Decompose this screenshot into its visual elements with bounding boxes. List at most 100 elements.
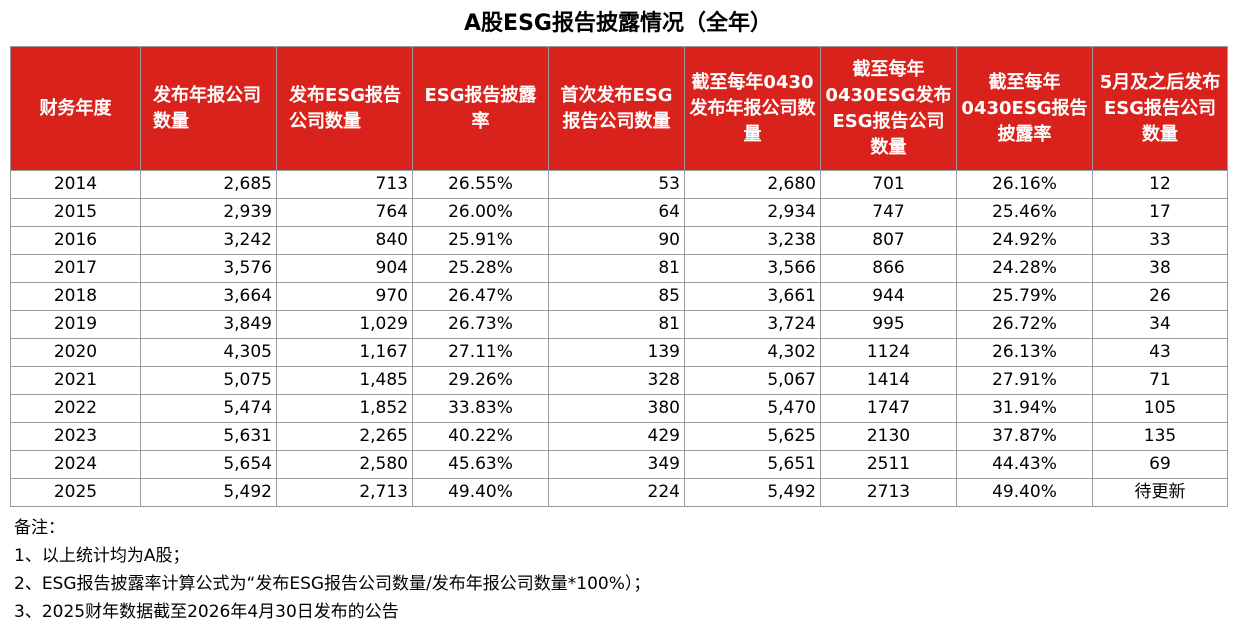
table-row: 2015 2,939 764 26.00% 64 2,934 747 25.46% 17 bbox=[10, 198, 1228, 227]
table-row: 2020 4,305 1,167 27.11% 139 4,302 1124 26.13% 43 bbox=[10, 338, 1228, 367]
cell-first-esg-report-count: 139 bbox=[548, 338, 685, 367]
header-esg-disclosure-rate: ESG报告披露率 bbox=[412, 46, 549, 171]
note-item: 1、以上统计均为A股； bbox=[14, 546, 190, 566]
cell-fiscal-year: 2024 bbox=[10, 450, 141, 479]
cell-late-esg-report-count: 135 bbox=[1092, 422, 1228, 451]
cell-esg-report-count: 713 bbox=[276, 170, 413, 199]
cell-esg-report-by-0430: 944 bbox=[820, 282, 957, 311]
cell-esg-report-count: 840 bbox=[276, 226, 413, 255]
cell-first-esg-report-count: 224 bbox=[548, 478, 685, 507]
cell-esg-report-count: 1,485 bbox=[276, 366, 413, 395]
cell-esg-report-count: 970 bbox=[276, 282, 413, 311]
page-title: A股ESG报告披露情况（全年） bbox=[464, 11, 772, 36]
cell-fiscal-year: 2016 bbox=[10, 226, 141, 255]
cell-annual-report-count: 2,685 bbox=[140, 170, 277, 199]
cell-first-esg-report-count: 90 bbox=[548, 226, 685, 255]
header-esg-report-count: 发布ESG报告公司数量 bbox=[276, 46, 413, 171]
cell-annual-report-count: 5,654 bbox=[140, 450, 277, 479]
cell-esg-report-by-0430: 2511 bbox=[820, 450, 957, 479]
cell-annual-report-count: 2,939 bbox=[140, 198, 277, 227]
cell-annual-report-count: 5,474 bbox=[140, 394, 277, 423]
cell-late-esg-report-count: 69 bbox=[1092, 450, 1228, 479]
header-esg-rate-by-0430: 截至每年0430ESG报告披露率 bbox=[956, 46, 1093, 171]
table-row: 2023 5,631 2,265 40.22% 429 5,625 2130 37.87% 13… bbox=[10, 422, 1228, 451]
cell-esg-report-by-0430: 866 bbox=[820, 254, 957, 283]
cell-esg-disclosure-rate: 45.63% bbox=[412, 450, 549, 479]
cell-esg-rate-by-0430: 37.87% bbox=[956, 422, 1093, 451]
cell-esg-report-by-0430: 1124 bbox=[820, 338, 957, 367]
cell-esg-disclosure-rate: 26.47% bbox=[412, 282, 549, 311]
cell-annual-report-by-0430: 5,067 bbox=[684, 366, 821, 395]
cell-fiscal-year: 2019 bbox=[10, 310, 141, 339]
cell-esg-disclosure-rate: 33.83% bbox=[412, 394, 549, 423]
cell-first-esg-report-count: 64 bbox=[548, 198, 685, 227]
cell-esg-disclosure-rate: 40.22% bbox=[412, 422, 549, 451]
cell-esg-report-by-0430: 807 bbox=[820, 226, 957, 255]
cell-esg-report-by-0430: 1414 bbox=[820, 366, 957, 395]
cell-first-esg-report-count: 53 bbox=[548, 170, 685, 199]
table-row: 2014 2,685 713 26.55% 53 2,680 701 26.16% 12 bbox=[10, 170, 1228, 199]
cell-esg-rate-by-0430: 26.13% bbox=[956, 338, 1093, 367]
cell-esg-report-by-0430: 2130 bbox=[820, 422, 957, 451]
cell-late-esg-report-count: 38 bbox=[1092, 254, 1228, 283]
cell-annual-report-by-0430: 4,302 bbox=[684, 338, 821, 367]
table-body: 2014 2,685 713 26.55% 53 2,680 701 26.16% 12 2015… bbox=[10, 170, 1228, 507]
cell-esg-disclosure-rate: 27.11% bbox=[412, 338, 549, 367]
cell-annual-report-count: 3,242 bbox=[140, 226, 277, 255]
cell-esg-report-by-0430: 701 bbox=[820, 170, 957, 199]
cell-esg-report-count: 1,167 bbox=[276, 338, 413, 367]
table-row: 2017 3,576 904 25.28% 81 3,566 866 24.28% 38 bbox=[10, 254, 1228, 283]
cell-fiscal-year: 2018 bbox=[10, 282, 141, 311]
table-row: 2018 3,664 970 26.47% 85 3,661 944 25.79% 26 bbox=[10, 282, 1228, 311]
cell-esg-rate-by-0430: 24.28% bbox=[956, 254, 1093, 283]
cell-esg-rate-by-0430: 26.16% bbox=[956, 170, 1093, 199]
cell-annual-report-count: 5,492 bbox=[140, 478, 277, 507]
cell-esg-disclosure-rate: 26.73% bbox=[412, 310, 549, 339]
cell-esg-rate-by-0430: 24.92% bbox=[956, 226, 1093, 255]
cell-late-esg-report-count: 71 bbox=[1092, 366, 1228, 395]
cell-esg-disclosure-rate: 49.40% bbox=[412, 478, 549, 507]
cell-esg-rate-by-0430: 26.72% bbox=[956, 310, 1093, 339]
cell-annual-report-by-0430: 3,238 bbox=[684, 226, 821, 255]
esg-disclosure-table: 财务年度 发布年报公司数量 发布ESG报告公司数量 ESG报告披露率 首次发布E… bbox=[10, 46, 1228, 507]
cell-esg-disclosure-rate: 26.55% bbox=[412, 170, 549, 199]
table-row: 2022 5,474 1,852 33.83% 380 5,470 1747 31.94% 10… bbox=[10, 394, 1228, 423]
cell-annual-report-count: 3,576 bbox=[140, 254, 277, 283]
cell-late-esg-report-count: 26 bbox=[1092, 282, 1228, 311]
notes-heading: 备注： bbox=[14, 518, 65, 538]
header-row: 财务年度 发布年报公司数量 发布ESG报告公司数量 ESG报告披露率 首次发布E… bbox=[10, 46, 1228, 171]
cell-annual-report-by-0430: 5,625 bbox=[684, 422, 821, 451]
cell-esg-report-count: 904 bbox=[276, 254, 413, 283]
cell-annual-report-count: 3,849 bbox=[140, 310, 277, 339]
cell-first-esg-report-count: 81 bbox=[548, 254, 685, 283]
cell-annual-report-by-0430: 2,680 bbox=[684, 170, 821, 199]
cell-annual-report-count: 5,631 bbox=[140, 422, 277, 451]
cell-annual-report-by-0430: 3,566 bbox=[684, 254, 821, 283]
cell-esg-disclosure-rate: 29.26% bbox=[412, 366, 549, 395]
cell-late-esg-report-count: 12 bbox=[1092, 170, 1228, 199]
cell-esg-report-by-0430: 747 bbox=[820, 198, 957, 227]
cell-late-esg-report-count: 34 bbox=[1092, 310, 1228, 339]
cell-esg-report-by-0430: 2713 bbox=[820, 478, 957, 507]
cell-annual-report-count: 4,305 bbox=[140, 338, 277, 367]
cell-fiscal-year: 2025 bbox=[10, 478, 141, 507]
cell-fiscal-year: 2015 bbox=[10, 198, 141, 227]
cell-annual-report-by-0430: 5,492 bbox=[684, 478, 821, 507]
cell-first-esg-report-count: 429 bbox=[548, 422, 685, 451]
table-row: 2019 3,849 1,029 26.73% 81 3,724 995 26.72% 34 bbox=[10, 310, 1228, 339]
cell-first-esg-report-count: 85 bbox=[548, 282, 685, 311]
cell-esg-disclosure-rate: 25.91% bbox=[412, 226, 549, 255]
table-row: 2024 5,654 2,580 45.63% 349 5,651 2511 44.43% 69 bbox=[10, 450, 1228, 479]
cell-fiscal-year: 2021 bbox=[10, 366, 141, 395]
cell-first-esg-report-count: 328 bbox=[548, 366, 685, 395]
cell-fiscal-year: 2020 bbox=[10, 338, 141, 367]
cell-esg-rate-by-0430: 49.40% bbox=[956, 478, 1093, 507]
cell-late-esg-report-count: 待更新 bbox=[1092, 478, 1228, 507]
cell-first-esg-report-count: 349 bbox=[548, 450, 685, 479]
cell-annual-report-count: 5,075 bbox=[140, 366, 277, 395]
cell-esg-report-count: 2,713 bbox=[276, 478, 413, 507]
header-first-esg-report-count: 首次发布ESG报告公司数量 bbox=[548, 46, 685, 171]
cell-late-esg-report-count: 105 bbox=[1092, 394, 1228, 423]
cell-first-esg-report-count: 380 bbox=[548, 394, 685, 423]
cell-esg-report-by-0430: 1747 bbox=[820, 394, 957, 423]
